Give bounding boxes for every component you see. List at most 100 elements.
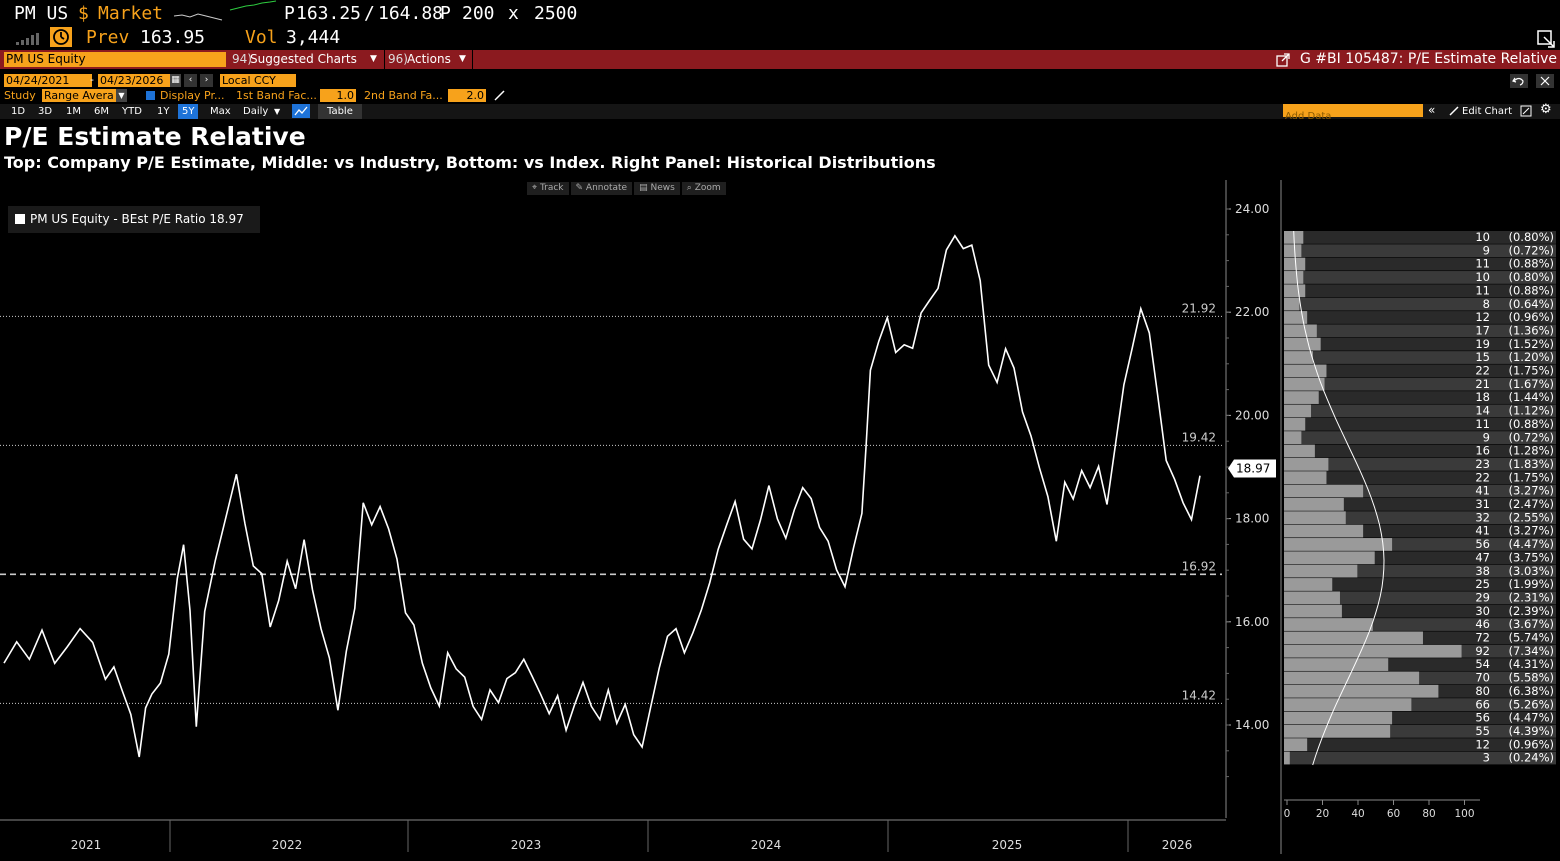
hist-bar [1284, 471, 1327, 485]
clock-icon[interactable] [50, 27, 72, 47]
next-period-icon[interactable]: › [200, 74, 213, 87]
hist-row-bg [1284, 337, 1556, 351]
hist-pct-label: (5.58%) [1508, 671, 1554, 685]
range-1y[interactable]: 1Y [157, 106, 170, 117]
bid-price: 163.25 [296, 3, 362, 24]
track-tool[interactable]: ⌖ Track [527, 182, 569, 195]
hist-count-label: 23 [1475, 457, 1490, 471]
hist-row-bg [1284, 257, 1556, 271]
hist-pct-label: (4.47%) [1508, 537, 1554, 551]
y-tick-label: 24.00 [1235, 202, 1269, 216]
end-date-field[interactable]: 04/23/2026 [98, 74, 172, 87]
chart-legend[interactable]: PM US Equity - BEst P/E Ratio 18.97 [8, 206, 260, 233]
hist-pct-label: (3.75%) [1508, 550, 1554, 564]
hist-bar [1284, 444, 1315, 458]
hist-bar [1284, 351, 1313, 364]
x-tick-label: 2022 [272, 838, 303, 852]
range-1d[interactable]: 1D [11, 106, 26, 117]
reference-line-label: 16.92 [1182, 559, 1216, 573]
popout-icon[interactable] [1536, 29, 1556, 49]
bid-size: 200 [462, 3, 495, 24]
hist-bar [1284, 658, 1389, 671]
band1-field[interactable]: 1.0 [320, 89, 356, 102]
hist-row-bg [1284, 284, 1556, 298]
hist-x-tick-label: 60 [1387, 808, 1400, 820]
chart-tools: ⌖ Track ✎ Annotate ▤ News ⌕ Zoom [527, 182, 726, 195]
hist-pct-label: (1.75%) [1508, 470, 1554, 484]
start-date-field[interactable]: 04/24/2021 [4, 74, 92, 87]
hist-row-bg [1284, 271, 1556, 284]
range-ytd[interactable]: YTD [122, 106, 142, 117]
hist-pct-label: (1.20%) [1508, 350, 1554, 364]
hist-x-tick-label: 40 [1351, 808, 1364, 820]
band2-field[interactable]: 2.0 [448, 89, 486, 102]
hist-pct-label: (1.52%) [1508, 337, 1554, 351]
prev-label: Prev [86, 27, 130, 48]
hist-pct-label: (0.88%) [1508, 417, 1554, 431]
range-3d[interactable]: 3D [38, 106, 53, 117]
add-data-placeholder: Add Data [1285, 111, 1332, 122]
quote-bar-2: Prev 163.95 Vol 3,444 [0, 27, 1560, 49]
actions-menu[interactable]: Actions [407, 52, 451, 66]
distribution-histogram: 10 (0.80%) 9 (0.72%) 11 (0.88%) 10 (0.80%) 11 (0.… [1280, 180, 1556, 854]
zoom-tool[interactable]: ⌕ Zoom [681, 182, 726, 195]
news-tool[interactable]: ▤ News [634, 182, 680, 195]
add-data-input[interactable]: Add Data [1283, 104, 1423, 122]
zoom-label: Zoom [694, 183, 721, 193]
annotate-tool[interactable]: ✎ Annotate [570, 182, 633, 195]
hist-pct-label: (1.99%) [1508, 577, 1554, 591]
collapse-icon[interactable]: « [1428, 103, 1436, 117]
edit-chart-button[interactable]: Edit Chart [1462, 106, 1513, 117]
display-checkbox[interactable] [146, 91, 155, 100]
vol-value: 3,444 [286, 27, 341, 48]
suggested-chevron-down-icon: ▼ [370, 54, 377, 64]
security-field[interactable]: PM US Equity [4, 52, 226, 67]
close-icon[interactable] [1536, 74, 1554, 88]
undo-icon[interactable] [1510, 74, 1528, 88]
export-icon[interactable] [1276, 53, 1290, 67]
hist-row-bg [1284, 417, 1556, 431]
hist-count-label: 12 [1475, 737, 1490, 751]
pencil-icon[interactable] [494, 89, 506, 101]
expand-icon[interactable] [1520, 105, 1532, 117]
hist-x-tick-label: 100 [1454, 808, 1474, 820]
hist-count-label: 66 [1475, 697, 1490, 711]
reference-line-label: 14.42 [1182, 688, 1216, 702]
hist-pct-label: (1.44%) [1508, 390, 1554, 404]
hist-pct-label: (0.72%) [1508, 243, 1554, 257]
hist-count-label: 9 [1483, 430, 1490, 444]
x-tick-label: 2025 [992, 838, 1023, 852]
hist-row-bg [1284, 511, 1556, 525]
line-chart-icon[interactable] [292, 104, 310, 118]
hist-pct-label: (5.74%) [1508, 631, 1554, 645]
frequency-select[interactable]: Daily [243, 106, 269, 117]
calendar-icon[interactable]: ▦ [170, 74, 181, 87]
hist-bar [1284, 511, 1346, 525]
price-prefix: P [284, 3, 295, 24]
range-1m[interactable]: 1M [66, 106, 81, 117]
study-select[interactable]: Range Avera [42, 89, 118, 102]
range-6m[interactable]: 6M [94, 106, 109, 117]
table-button[interactable]: Table [318, 104, 362, 119]
study-chevron-down-icon[interactable]: ▼ [116, 89, 127, 102]
hist-bar [1284, 711, 1393, 725]
hist-pct-label: (0.96%) [1508, 310, 1554, 324]
hist-bar [1284, 297, 1300, 311]
hist-count-label: 46 [1475, 617, 1490, 631]
pe-ratio-series-line [3, 234, 1201, 758]
hist-pct-label: (3.27%) [1508, 524, 1554, 538]
hist-row-bg [1284, 431, 1556, 444]
range-max[interactable]: Max [210, 106, 231, 117]
hist-count-label: 12 [1475, 310, 1490, 324]
hist-bar [1284, 337, 1321, 351]
hist-bar [1284, 457, 1329, 471]
suggested-charts-menu[interactable]: Suggested Charts [250, 52, 357, 66]
gear-icon[interactable]: ⚙ [1540, 102, 1552, 117]
range-5y[interactable]: 5Y [178, 104, 199, 119]
hist-bar [1284, 644, 1462, 658]
currency-select[interactable]: Local CCY [220, 74, 296, 87]
prev-period-icon[interactable]: ‹ [184, 74, 197, 87]
hist-pct-label: (2.47%) [1508, 497, 1554, 511]
hist-bar [1284, 484, 1364, 498]
